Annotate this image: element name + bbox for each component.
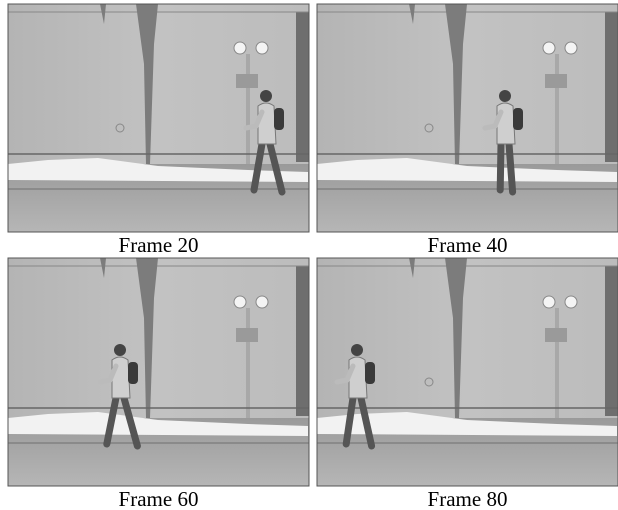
frame-caption: Frame 60 bbox=[119, 487, 199, 510]
sign bbox=[545, 74, 567, 88]
lamp-post bbox=[246, 308, 250, 418]
head bbox=[114, 344, 126, 356]
building-edge bbox=[605, 12, 618, 162]
lamp-post bbox=[246, 54, 250, 164]
jacket bbox=[258, 103, 276, 144]
lamp bbox=[234, 42, 246, 54]
frame-image bbox=[317, 4, 618, 232]
frame-image bbox=[317, 258, 618, 486]
head bbox=[260, 90, 272, 102]
frame-caption: Frame 80 bbox=[428, 487, 508, 510]
backpack bbox=[513, 108, 523, 130]
sign bbox=[545, 328, 567, 342]
frame-caption: Frame 40 bbox=[428, 233, 508, 257]
jacket bbox=[112, 357, 130, 398]
lamp-post bbox=[555, 54, 559, 164]
lamp bbox=[565, 42, 577, 54]
building-edge bbox=[296, 12, 309, 162]
road-edge bbox=[317, 188, 618, 190]
road-edge bbox=[317, 442, 618, 444]
frame-caption: Frame 20 bbox=[119, 233, 199, 257]
lamp bbox=[543, 296, 555, 308]
lamp-post bbox=[555, 308, 559, 418]
sign bbox=[236, 74, 258, 88]
lamp bbox=[543, 42, 555, 54]
backpack bbox=[365, 362, 375, 384]
head bbox=[351, 344, 363, 356]
sign bbox=[236, 328, 258, 342]
frame-image bbox=[8, 258, 309, 486]
head bbox=[499, 90, 511, 102]
jacket bbox=[349, 357, 367, 398]
backpack bbox=[128, 362, 138, 384]
lamp bbox=[565, 296, 577, 308]
lamp bbox=[256, 296, 268, 308]
wall bbox=[317, 4, 618, 164]
building-edge bbox=[605, 266, 618, 416]
lamp bbox=[234, 296, 246, 308]
wall bbox=[8, 258, 309, 418]
building-edge bbox=[296, 266, 309, 416]
lamp bbox=[256, 42, 268, 54]
figure: Frame 20 Frame 40 Frame 60 Frame 80 bbox=[0, 0, 618, 510]
backpack bbox=[274, 108, 284, 130]
frame-image bbox=[8, 4, 309, 232]
road-edge bbox=[8, 188, 309, 190]
jacket bbox=[497, 103, 515, 144]
road-edge bbox=[8, 442, 309, 444]
